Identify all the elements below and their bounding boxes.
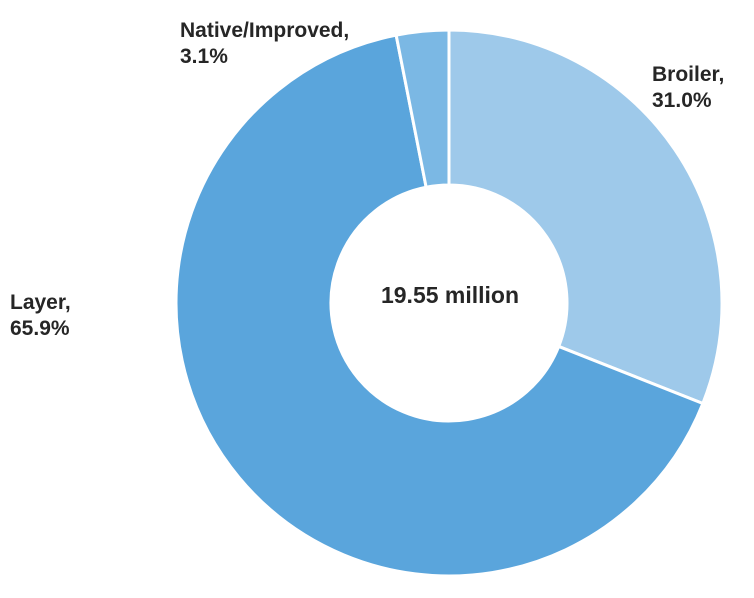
slice-label-broiler-value: 31.0%: [652, 89, 712, 112]
slice-label-layer-name: Layer,: [10, 291, 71, 314]
slice-label-native-improved-value: 3.1%: [180, 45, 228, 68]
slice-layer: [174, 33, 705, 578]
donut-slices: [174, 28, 724, 578]
slice-label-broiler-name: Broiler,: [652, 63, 725, 86]
slice-label-broiler: Broiler, 31.0%: [652, 62, 724, 114]
slice-broiler: [447, 28, 724, 406]
slice-label-native-improved: Native/Improved, 3.1%: [180, 18, 349, 70]
slice-label-layer-value: 65.9%: [10, 317, 70, 340]
donut-center-total: 19.55 million: [380, 282, 520, 308]
slice-native-improved: [394, 28, 451, 189]
slice-label-native-improved-name: Native/Improved,: [180, 19, 350, 42]
slice-label-layer: Layer, 65.9%: [10, 290, 71, 342]
